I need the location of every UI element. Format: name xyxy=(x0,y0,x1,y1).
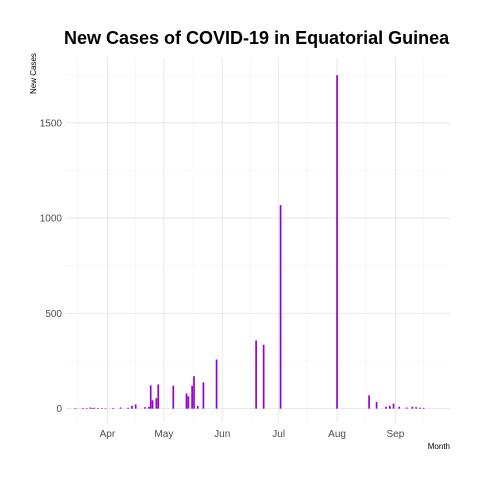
bar xyxy=(185,393,188,409)
chart-title: New Cases of COVID-19 in Equatorial Guin… xyxy=(64,28,450,48)
bar xyxy=(202,382,205,409)
bar xyxy=(422,407,425,409)
x-tick-label: Aug xyxy=(328,429,346,440)
x-tick-label: Apr xyxy=(100,429,116,440)
x-tick-label: Jun xyxy=(214,429,230,440)
bar xyxy=(85,408,88,409)
bar xyxy=(74,408,77,409)
bar xyxy=(151,400,154,409)
y-tick-label: 0 xyxy=(56,404,62,415)
bar xyxy=(147,406,150,409)
bar xyxy=(104,408,107,409)
bar xyxy=(411,406,414,409)
bar xyxy=(127,407,129,409)
y-tick-label: 1500 xyxy=(40,118,63,129)
bar xyxy=(398,406,401,409)
bar xyxy=(419,407,421,409)
bar xyxy=(144,407,146,409)
bar xyxy=(157,384,160,409)
x-tick-label: Jul xyxy=(272,429,285,440)
bar xyxy=(193,376,195,409)
bar xyxy=(187,396,190,409)
bar xyxy=(91,408,94,409)
bar xyxy=(392,403,395,409)
bar xyxy=(89,407,92,409)
bar xyxy=(155,398,158,409)
bar xyxy=(368,395,370,409)
y-tick-label: 500 xyxy=(45,309,62,320)
y-axis-ticks: 0 500 1000 1500 xyxy=(40,118,63,415)
bar xyxy=(405,407,408,409)
gridlines xyxy=(66,58,450,422)
bar xyxy=(172,385,175,409)
bar xyxy=(97,407,99,409)
bar xyxy=(215,359,218,409)
bar xyxy=(149,385,152,409)
bar xyxy=(112,407,114,409)
y-tick-label: 1000 xyxy=(40,214,63,225)
x-tick-label: Sep xyxy=(387,429,405,440)
bar xyxy=(191,385,193,409)
bar xyxy=(385,406,387,409)
bar xyxy=(196,405,199,409)
y-axis-title: New Cases xyxy=(29,53,38,94)
bars xyxy=(74,75,425,409)
bar xyxy=(336,75,338,409)
bar xyxy=(388,405,391,409)
x-tick-label: May xyxy=(154,429,173,440)
bar xyxy=(255,340,257,409)
bar xyxy=(100,408,103,409)
bar xyxy=(375,401,378,409)
bar xyxy=(279,205,282,409)
bar xyxy=(262,344,265,409)
bar xyxy=(134,404,137,409)
bar xyxy=(119,407,122,409)
bar xyxy=(415,407,417,409)
bar xyxy=(82,407,84,409)
x-axis-ticks: Apr May Jun Jul Aug Sep xyxy=(100,429,405,440)
x-axis-title: Month xyxy=(428,442,450,451)
bar xyxy=(93,407,96,409)
bar xyxy=(131,405,133,409)
